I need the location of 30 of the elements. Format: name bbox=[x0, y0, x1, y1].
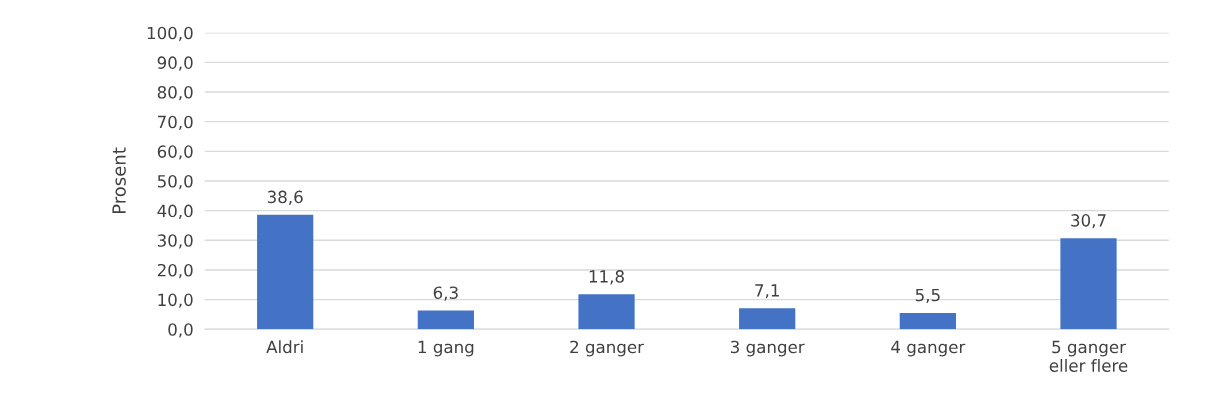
data-label: 38,6 bbox=[267, 190, 303, 205]
bar bbox=[1060, 238, 1117, 330]
bar bbox=[739, 308, 796, 330]
data-label: 6,3 bbox=[433, 286, 458, 301]
y-tick-label: 0,0 bbox=[168, 323, 193, 338]
y-tick-label: 70,0 bbox=[158, 115, 193, 130]
data-label: 30,7 bbox=[1071, 214, 1106, 229]
y-tick-label: 80,0 bbox=[157, 85, 193, 101]
x-tick-label: 1 gang bbox=[418, 340, 474, 357]
y-tick-label: 40,0 bbox=[157, 204, 193, 219]
data-label: 7,1 bbox=[755, 284, 779, 299]
y-tick-label: 20,0 bbox=[157, 263, 193, 279]
x-tick-label: 3 ganger bbox=[730, 340, 805, 357]
bar bbox=[257, 214, 314, 330]
y-tick-label: 90,0 bbox=[157, 56, 193, 71]
x-tick-label: Aldri bbox=[266, 340, 303, 354]
y-tick-label: 60,0 bbox=[157, 145, 193, 160]
y-tick-label: 50,0 bbox=[157, 174, 193, 190]
y-axis-title: Prosent bbox=[112, 147, 126, 214]
x-tick-label: 4 ganger bbox=[891, 340, 966, 357]
y-tick-label: 100,0 bbox=[147, 26, 193, 41]
y-tick-label: 30,0 bbox=[157, 234, 193, 249]
x-tick-label: 2 ganger bbox=[570, 340, 644, 357]
data-label: 11,8 bbox=[589, 270, 624, 285]
data-label: 5,5 bbox=[915, 288, 940, 304]
bar bbox=[899, 312, 956, 330]
bar bbox=[578, 294, 635, 330]
bar bbox=[417, 310, 474, 330]
y-tick-label: 10,0 bbox=[158, 293, 193, 308]
x-tick-label: 5 ganger eller flere bbox=[1049, 340, 1128, 372]
